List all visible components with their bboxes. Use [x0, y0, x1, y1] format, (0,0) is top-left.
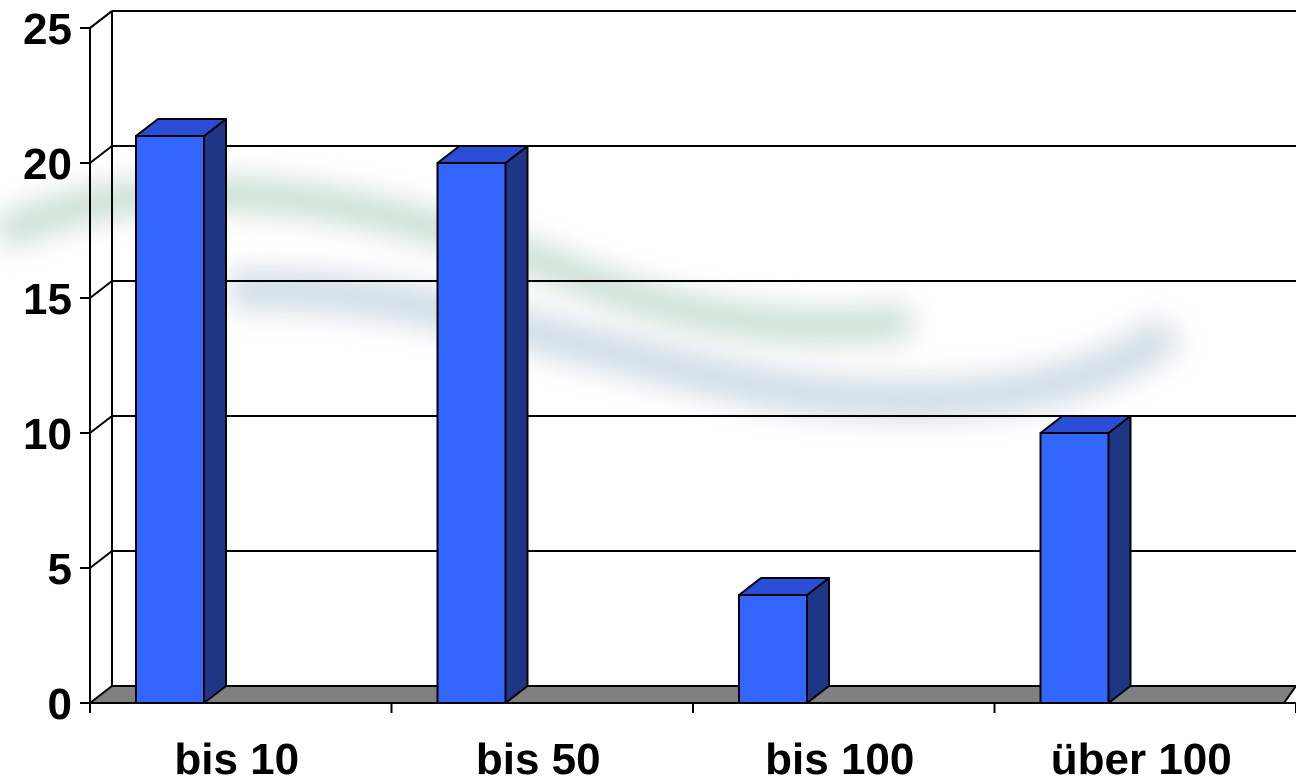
y-axis-ticks: 0 5 10 15 20 25	[23, 5, 90, 729]
gridline-depth	[89, 280, 113, 299]
x-tick-label: über 100	[1051, 735, 1232, 781]
y-tick-label: 10	[23, 410, 72, 459]
x-tick-label: bis 50	[476, 735, 601, 781]
x-axis-ticks: bis 10 bis 50 bis 100 über 100	[89, 703, 1296, 781]
bar-side	[504, 145, 529, 704]
bar	[738, 577, 830, 704]
x-tick-label: bis 100	[765, 735, 914, 781]
gridline-depth	[89, 550, 113, 569]
bar-front	[436, 162, 507, 704]
bar	[1039, 415, 1132, 704]
bar-side	[203, 118, 227, 704]
gridline-depth	[89, 415, 113, 434]
bar-front	[135, 135, 205, 704]
y-tick-label: 20	[23, 140, 72, 189]
x-tick-label: bis 10	[174, 735, 299, 781]
bar	[135, 118, 227, 704]
bar	[436, 145, 529, 704]
chart-floor	[87, 685, 1296, 704]
y-tick-label: 0	[48, 680, 72, 729]
gridline-depth	[89, 10, 113, 29]
floor-plane	[87, 685, 1296, 704]
bar-front	[738, 594, 808, 704]
y-tick-label: 25	[23, 5, 72, 54]
y-tick-label: 15	[23, 275, 72, 324]
y-tick-label: 5	[48, 545, 72, 594]
bar-side	[806, 577, 830, 704]
bar-front	[1039, 432, 1110, 704]
gridline-depth	[89, 145, 113, 164]
bars	[135, 118, 1132, 704]
bar-side	[1107, 415, 1132, 704]
